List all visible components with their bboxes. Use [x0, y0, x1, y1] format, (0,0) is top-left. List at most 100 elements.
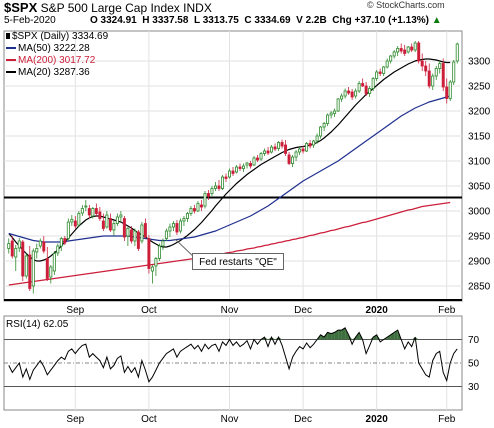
candle — [140, 222, 144, 244]
candle-body — [80, 208, 84, 214]
price-x-axis: Sep Oct Nov Dec 2020 Feb — [66, 305, 455, 316]
y-tick-label: 3300 — [468, 57, 491, 68]
candle — [147, 235, 151, 274]
candle — [129, 226, 133, 244]
candle-body — [315, 135, 319, 142]
candle — [420, 53, 424, 71]
candle — [143, 218, 147, 239]
candle-body — [270, 146, 274, 153]
candle — [38, 238, 42, 249]
candle-body — [378, 71, 382, 74]
candle — [10, 236, 14, 259]
candle-body — [10, 240, 14, 257]
candle-body — [329, 112, 333, 116]
candle — [322, 122, 326, 131]
candle — [245, 162, 249, 169]
candle-body — [371, 78, 375, 89]
candle — [126, 227, 130, 246]
candle-body — [420, 60, 424, 67]
candle — [185, 212, 189, 222]
candle — [382, 66, 386, 76]
candle — [434, 66, 438, 80]
candle — [424, 61, 428, 76]
candle-body — [154, 258, 158, 267]
rsi-fill-segment — [334, 330, 339, 340]
candle — [252, 156, 256, 166]
candle-body — [94, 208, 98, 214]
candle — [91, 207, 95, 219]
candle — [364, 82, 368, 96]
candle-body — [343, 90, 347, 97]
candle-body — [347, 90, 351, 94]
candle — [312, 140, 316, 148]
candle — [192, 205, 196, 214]
candle-body — [291, 156, 295, 164]
candle — [42, 236, 46, 254]
candle — [168, 223, 172, 237]
candle-body — [305, 143, 309, 152]
candle — [70, 215, 74, 226]
x-tick-label: Sep — [66, 305, 84, 316]
x-tick-label: Oct — [141, 414, 157, 425]
candle — [150, 265, 154, 284]
candle-body — [66, 221, 70, 239]
candle-body — [42, 241, 46, 252]
candle — [94, 203, 98, 217]
candle-body — [438, 63, 442, 69]
candle — [242, 163, 245, 172]
candle-body — [319, 126, 323, 137]
x-tick-label: Nov — [221, 414, 239, 425]
moving-averages — [8, 58, 451, 286]
y-tick-label: 2900 — [468, 257, 491, 268]
candle — [105, 211, 109, 229]
candle-body — [14, 248, 18, 258]
candle-body — [455, 43, 459, 62]
candle — [249, 161, 253, 169]
rsi-tick-label: 30 — [468, 382, 480, 393]
candle — [273, 143, 277, 151]
symbol: $SPX — [4, 0, 38, 15]
candle — [115, 213, 119, 226]
candle — [28, 246, 32, 291]
candle-body — [249, 163, 253, 167]
candle-body — [217, 185, 221, 189]
price-axis: 2850 2900 2950 3000 3050 3100 3150 3200 3250 3300 — [468, 57, 491, 293]
copyright: © StockCharts.com — [367, 0, 445, 10]
candle — [452, 60, 456, 85]
candle-body — [266, 150, 270, 154]
rsi-label: RSI(14) 62.05 — [6, 319, 69, 330]
candle — [448, 80, 452, 101]
candle — [59, 237, 63, 251]
candle-body — [161, 240, 165, 247]
candle-body — [101, 220, 105, 229]
rsi-tick-label: 70 — [468, 335, 480, 346]
candle-body — [203, 193, 207, 207]
candle — [206, 190, 210, 200]
x-tick-label: Dec — [294, 414, 312, 425]
candle-body — [277, 142, 281, 149]
candle — [196, 201, 200, 212]
y-tick-label: 2950 — [468, 232, 491, 243]
candle — [354, 88, 358, 99]
candle-body — [445, 86, 449, 99]
x-tick-label: Dec — [294, 305, 312, 316]
legend-ma50-label: MA(50) 3222.28 — [18, 43, 90, 54]
candle-body — [189, 208, 193, 214]
candle-body — [98, 211, 102, 219]
candle — [98, 207, 102, 221]
candle — [157, 243, 161, 261]
rsi-x-axis: Sep Oct Nov Dec 2020 Feb — [66, 414, 455, 425]
candle — [203, 191, 207, 209]
candle-body — [287, 154, 291, 164]
candle-body — [213, 185, 217, 189]
candle — [368, 86, 372, 97]
candle-body — [280, 142, 284, 147]
candle — [133, 228, 137, 246]
candle — [119, 211, 123, 222]
candle — [431, 73, 435, 90]
candle-body — [73, 220, 77, 227]
candle-body — [298, 148, 302, 153]
candle-body — [417, 42, 421, 62]
candle — [445, 78, 449, 104]
candle — [389, 55, 393, 64]
